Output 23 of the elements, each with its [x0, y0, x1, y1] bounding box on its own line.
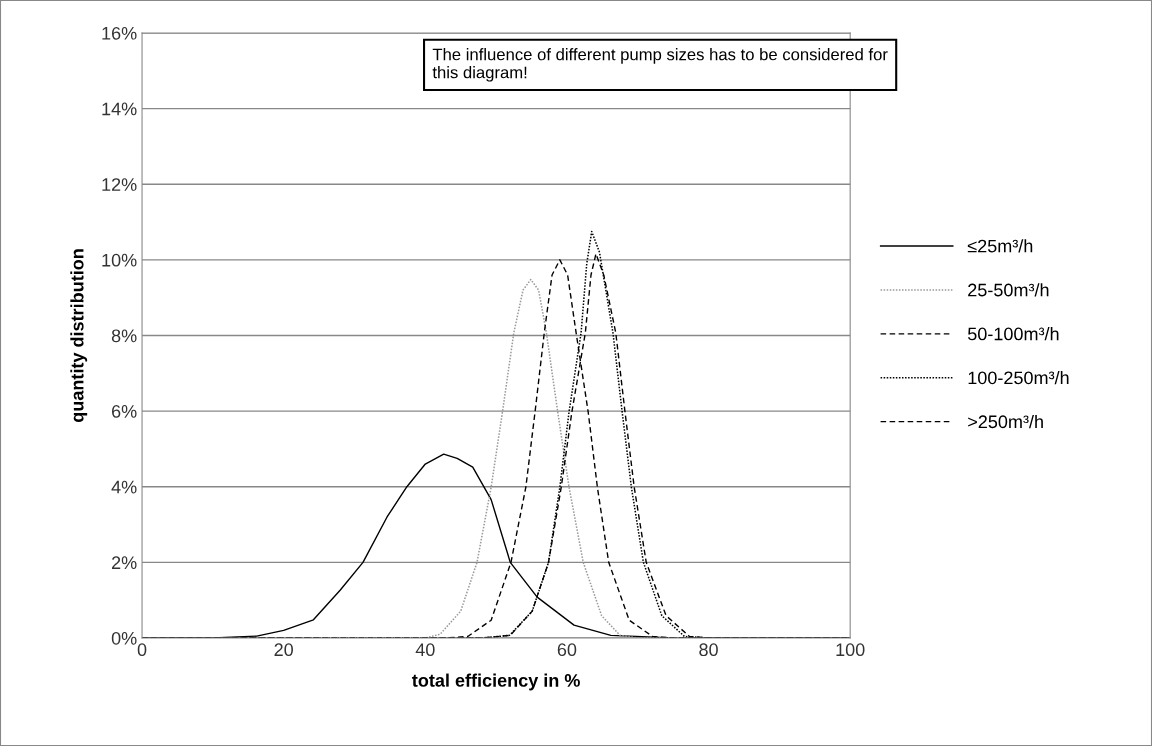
y-tick-label: 16%	[102, 26, 137, 40]
y-tick-label: 6%	[112, 405, 137, 418]
legend-label: >250m³/h	[968, 414, 1043, 429]
y-axis-title: quantity distribution	[70, 249, 88, 422]
x-tick-label: 20	[274, 643, 293, 657]
annotation: The influence of different pump sizes has to be considered for this diagram!	[432, 48, 888, 82]
x-tick-label: 80	[699, 643, 718, 657]
y-tick-label: 2%	[111, 556, 137, 569]
legend-label: 50-100m³/h	[967, 327, 1059, 341]
y-tick-label: 8%	[111, 329, 137, 343]
x-tick-label: 100	[836, 643, 865, 657]
x-tick-label: 60	[557, 643, 577, 657]
y-tick-label: 10%	[102, 253, 137, 267]
x-tick-label: 0	[137, 643, 147, 657]
y-tick-label: 0%	[111, 631, 137, 645]
legend-label: ≤25m³/h	[967, 239, 1033, 253]
legend-label: 100-250m³/h	[968, 370, 1069, 385]
y-tick-label: 4%	[111, 480, 137, 494]
y-tick-label: 12%	[102, 178, 137, 191]
x-axis-title: total efficiency in %	[412, 673, 580, 691]
legend-label: 25-50m³/h	[968, 283, 1049, 297]
x-tick-label: 40	[415, 643, 435, 657]
y-tick-label: 14%	[102, 102, 137, 116]
